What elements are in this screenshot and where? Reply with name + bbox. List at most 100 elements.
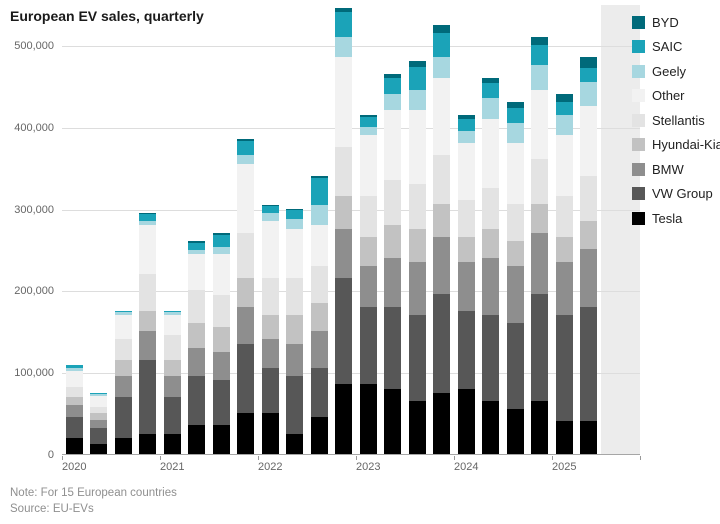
- segment-saic: [359, 116, 377, 127]
- segment-tesla: [506, 409, 524, 454]
- segment-bmw: [506, 265, 524, 324]
- segment-geely: [506, 122, 524, 144]
- segment-vw-group: [139, 359, 157, 434]
- segment-other: [114, 314, 132, 340]
- segment-byd: [335, 8, 353, 13]
- bar-2024-q3: [506, 102, 524, 454]
- segment-other: [139, 224, 157, 275]
- segment-tesla: [212, 425, 230, 454]
- segment-vw-group: [335, 278, 353, 385]
- y-tick-label: 200,000: [14, 285, 54, 297]
- segment-other: [408, 110, 426, 185]
- segment-stellantis: [90, 406, 108, 414]
- segment-vw-group: [188, 376, 206, 426]
- segment-other: [457, 143, 475, 201]
- x-axis-tick: [62, 456, 63, 460]
- legend-swatch-other: [632, 89, 645, 103]
- segment-byd: [555, 94, 573, 103]
- segment-vw-group: [482, 314, 500, 401]
- segment-vw-group: [212, 380, 230, 426]
- segment-stellantis: [163, 335, 181, 360]
- segment-stellantis: [114, 339, 132, 360]
- bar-2021-q4: [237, 139, 255, 454]
- segment-byd: [580, 57, 598, 68]
- segment-stellantis: [580, 175, 598, 221]
- bar-2020-q2: [90, 392, 108, 454]
- segment-other: [261, 220, 279, 279]
- segment-tesla: [408, 400, 426, 454]
- segment-vw-group: [433, 294, 451, 393]
- legend-swatch-vw-group: [632, 187, 645, 201]
- segment-other: [580, 106, 598, 176]
- segment-bmw: [114, 376, 132, 397]
- segment-stellantis: [335, 147, 353, 197]
- bar-2020-q3: [114, 310, 132, 454]
- segment-hyundai-kia: [384, 224, 402, 258]
- x-axis-tick: [640, 456, 641, 460]
- bar-2025-q1: [555, 94, 573, 454]
- segment-tesla: [310, 417, 328, 454]
- bar-2023-q2: [384, 73, 402, 454]
- segment-other: [359, 134, 377, 197]
- segment-other: [188, 253, 206, 291]
- segment-saic: [506, 107, 524, 123]
- segment-other: [310, 224, 328, 266]
- segment-geely: [310, 204, 328, 225]
- legend-item-vw-group: VW Group: [632, 182, 720, 207]
- segment-bmw: [163, 376, 181, 397]
- segment-other: [555, 134, 573, 197]
- segment-saic: [114, 310, 132, 313]
- segment-hyundai-kia: [188, 323, 206, 348]
- segment-vw-group: [237, 343, 255, 414]
- segment-vw-group: [506, 323, 524, 409]
- segment-geely: [114, 312, 132, 315]
- segment-stellantis: [531, 159, 549, 205]
- segment-other: [433, 77, 451, 156]
- segment-vw-group: [457, 310, 475, 389]
- segment-tesla: [90, 444, 108, 454]
- segment-bmw: [384, 257, 402, 307]
- legend-swatch-tesla: [632, 211, 645, 225]
- segment-tesla: [359, 384, 377, 454]
- segment-bmw: [139, 331, 157, 360]
- segment-vw-group: [114, 396, 132, 438]
- segment-hyundai-kia: [580, 220, 598, 250]
- segment-saic: [433, 32, 451, 58]
- bar-2022-q3: [310, 175, 328, 454]
- segment-other: [531, 89, 549, 160]
- bar-2023-q3: [408, 61, 426, 454]
- segment-bmw: [335, 229, 353, 279]
- segment-tesla: [580, 421, 598, 454]
- segment-other: [90, 395, 108, 407]
- segment-tesla: [237, 413, 255, 454]
- segment-saic: [310, 178, 328, 205]
- bar-2021-q2: [188, 241, 206, 454]
- segment-stellantis: [212, 294, 230, 328]
- segment-vw-group: [65, 417, 83, 438]
- segment-bmw: [433, 237, 451, 295]
- legend-label-saic: SAIC: [652, 39, 683, 55]
- x-axis-tick: [454, 456, 455, 460]
- legend-item-bmw: BMW: [632, 157, 720, 182]
- segment-byd: [139, 212, 157, 215]
- segment-saic: [261, 206, 279, 213]
- segment-vw-group: [261, 368, 279, 414]
- segment-tesla: [384, 388, 402, 454]
- chart-note: Note: For 15 European countries: [10, 487, 177, 499]
- bar-2023-q4: [433, 24, 451, 454]
- segment-vw-group: [384, 306, 402, 389]
- segment-geely: [457, 130, 475, 144]
- segment-bmw: [359, 265, 377, 307]
- segment-bmw: [555, 261, 573, 315]
- legend-label-vw-group: VW Group: [652, 186, 713, 202]
- x-axis-tick: [160, 456, 161, 460]
- segment-hyundai-kia: [65, 396, 83, 405]
- bar-2024-q1: [457, 114, 475, 454]
- bar-2020-q4: [139, 212, 157, 454]
- segment-vw-group: [286, 376, 304, 434]
- segment-saic: [335, 12, 353, 37]
- segment-tesla: [433, 392, 451, 454]
- segment-saic: [65, 364, 83, 369]
- segment-byd: [237, 139, 255, 141]
- segment-geely: [65, 368, 83, 371]
